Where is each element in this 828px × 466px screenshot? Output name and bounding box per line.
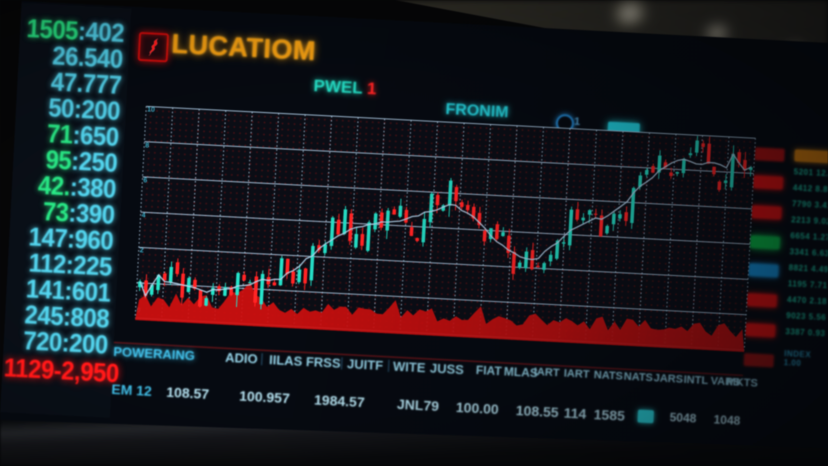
svg-text:4: 4 [141, 212, 145, 219]
svg-text:10: 10 [147, 106, 155, 113]
svg-text:8: 8 [145, 142, 149, 149]
svg-text:2: 2 [140, 247, 144, 254]
svg-text:6: 6 [143, 177, 147, 184]
